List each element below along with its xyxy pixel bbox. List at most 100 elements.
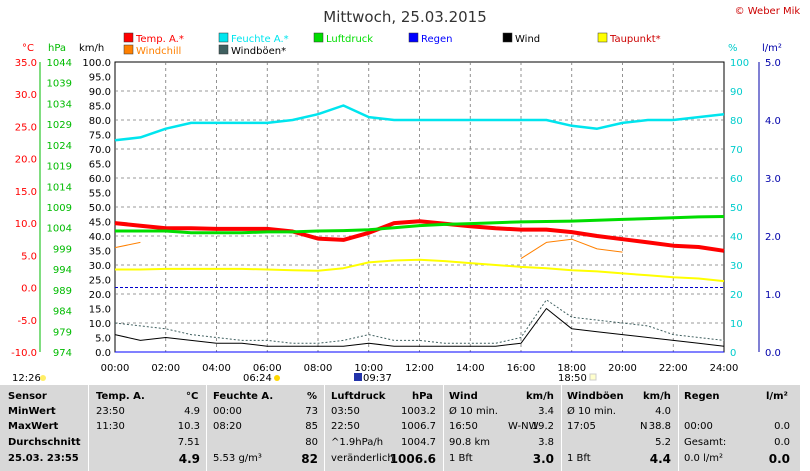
kmh-tick-label: 80.0 xyxy=(89,116,111,127)
kmh-tick-label: 45.0 xyxy=(89,218,111,229)
table-cell-hum: 82 xyxy=(301,452,318,466)
kmh-tick-label: 40.0 xyxy=(89,232,111,243)
col-divider xyxy=(443,385,444,471)
series-line xyxy=(114,299,725,344)
celsius-tick-label: 35.0 xyxy=(15,58,37,69)
kmh-tick-label: 35.0 xyxy=(89,247,111,258)
time-tick-label: 22:00 xyxy=(659,363,688,374)
percent-tick-label: 50 xyxy=(730,203,743,214)
kmh-tick-label: 50.0 xyxy=(89,203,111,214)
col-divider xyxy=(678,385,679,471)
celsius-tick-label: -5.0 xyxy=(17,316,37,327)
series-line xyxy=(114,308,725,347)
celsius-tick-label: -10.0 xyxy=(11,348,37,359)
weather-chart: Mittwoch, 25.03.2015 © Weber Mike Temp. … xyxy=(11,6,806,384)
grid xyxy=(115,62,724,352)
table-cell-wind_dir: W-NW xyxy=(508,421,539,432)
kmh-tick-label: 85.0 xyxy=(89,102,111,113)
celsius-tick-label: 25.0 xyxy=(15,122,37,133)
rain-tick-label: 4.0 xyxy=(765,116,781,127)
table-cell-wind_desc: 90.8 km xyxy=(449,437,490,448)
time-tick-label: 02:00 xyxy=(151,363,180,374)
table-cell-label: Durchschnitt xyxy=(8,437,81,448)
legend-label: Taupunkt* xyxy=(609,34,661,45)
moon-icon xyxy=(40,375,46,381)
percent-tick-label: 100 xyxy=(730,58,749,69)
table-cell-wind_desc: 16:50 xyxy=(449,421,478,432)
kmh-tick-label: 70.0 xyxy=(89,145,111,156)
axis-rain: 5.0 4.0 3.0 2.0 1.0 0.0 xyxy=(758,58,781,359)
table-cell-temp: 7.51 xyxy=(177,437,200,448)
legend-swatch xyxy=(597,32,608,43)
table-cell-rain_desc: Gesamt: xyxy=(684,437,727,448)
moon-icon-2 xyxy=(589,373,597,381)
header-temp-unit: °C xyxy=(186,391,199,402)
table-cell-hum_time: 00:00 xyxy=(213,406,242,417)
header-wind-unit: km/h xyxy=(526,391,554,402)
legend: Temp. A.* Feuchte A.* Luftdruck Regen Wind Ta… xyxy=(123,32,661,57)
time-tick-label: 16:00 xyxy=(507,363,536,374)
kmh-tick-label: 20.0 xyxy=(89,290,111,301)
header-wind: Wind xyxy=(449,391,478,402)
kmh-tick-label: 60.0 xyxy=(89,174,111,185)
hpa-tick-label: 1034 xyxy=(47,99,72,110)
percent-tick-label: 90 xyxy=(730,87,743,98)
kmh-tick-label: 5.0 xyxy=(95,334,111,345)
kmh-tick-label: 15.0 xyxy=(89,305,111,316)
noon-icon xyxy=(354,373,362,381)
table-cell-rain: 0.0 xyxy=(768,452,790,466)
percent-tick-label: 0 xyxy=(730,348,736,359)
sunset-label: 18:50 xyxy=(558,373,587,384)
hpa-tick-label: 984 xyxy=(53,307,72,318)
table-cell-press_time: ^1.9hPa/h xyxy=(331,437,384,448)
table-cell-press_time: 03:50 xyxy=(331,406,360,417)
summary-table xyxy=(0,385,810,471)
table-cell-gust: 38.8 xyxy=(648,421,671,432)
legend-label: Windböen* xyxy=(231,46,286,57)
kmh-tick-label: 90.0 xyxy=(89,87,111,98)
kmh-tick-label: 55.0 xyxy=(89,189,111,200)
series-line xyxy=(114,219,725,253)
unit-percent: % xyxy=(728,43,738,54)
legend-swatch xyxy=(313,32,324,43)
col-divider xyxy=(324,385,325,471)
series-line xyxy=(114,104,725,142)
percent-tick-label: 80 xyxy=(730,116,743,127)
legend-label: Wind xyxy=(515,34,540,45)
time-tick-label: 18:00 xyxy=(557,363,586,374)
table-cell-gust: 4.0 xyxy=(655,406,671,417)
col-divider xyxy=(561,385,562,471)
copyright-label: © Weber Mike xyxy=(735,6,806,17)
hpa-tick-label: 1009 xyxy=(47,203,72,214)
kmh-tick-label: 25.0 xyxy=(89,276,111,287)
legend-swatch xyxy=(218,44,229,55)
legend-label: Luftdruck xyxy=(326,34,373,45)
header-gust-unit: km/h xyxy=(643,391,671,402)
celsius-tick-label: 15.0 xyxy=(15,187,37,198)
legend-label: Temp. A.* xyxy=(135,34,184,45)
table-cell-wind_desc: Ø 10 min. xyxy=(449,406,498,417)
time-tick-label: 14:00 xyxy=(456,363,485,374)
percent-tick-label: 70 xyxy=(730,145,743,156)
hpa-tick-label: 1004 xyxy=(47,224,72,235)
celsius-tick-label: 0.0 xyxy=(21,284,37,295)
noon-label: 09:37 xyxy=(363,373,392,384)
chart-title: Mittwoch, 25.03.2015 xyxy=(323,8,487,26)
header-humidity-unit: % xyxy=(307,391,318,402)
kmh-tick-label: 10.0 xyxy=(89,319,111,330)
table-cell-press_time: 22:50 xyxy=(331,421,360,432)
sun-markers: 12:26 06:24 09:37 18:50 xyxy=(12,373,597,384)
kmh-tick-label: 75.0 xyxy=(89,131,111,142)
axis-celsius: 35.0 30.0 25.0 20.0 15.0 10.0 5.0 0.0 -5.0 -10.0 xyxy=(11,58,41,359)
header-rain: Regen xyxy=(684,391,720,402)
table-cell-rain: 0.0 xyxy=(774,437,790,448)
time-tick-label: 20:00 xyxy=(608,363,637,374)
table-cell-gust_desc: 1 Bft xyxy=(567,453,591,464)
table-cell-hum: 73 xyxy=(305,406,318,417)
rain-tick-label: 3.0 xyxy=(765,174,781,185)
col-divider xyxy=(88,385,89,471)
kmh-tick-label: 30.0 xyxy=(89,261,111,272)
sunrise-label: 06:24 xyxy=(243,373,272,384)
series-line xyxy=(115,215,725,235)
table-cell-gust_desc: Ø 10 min. xyxy=(567,406,616,417)
